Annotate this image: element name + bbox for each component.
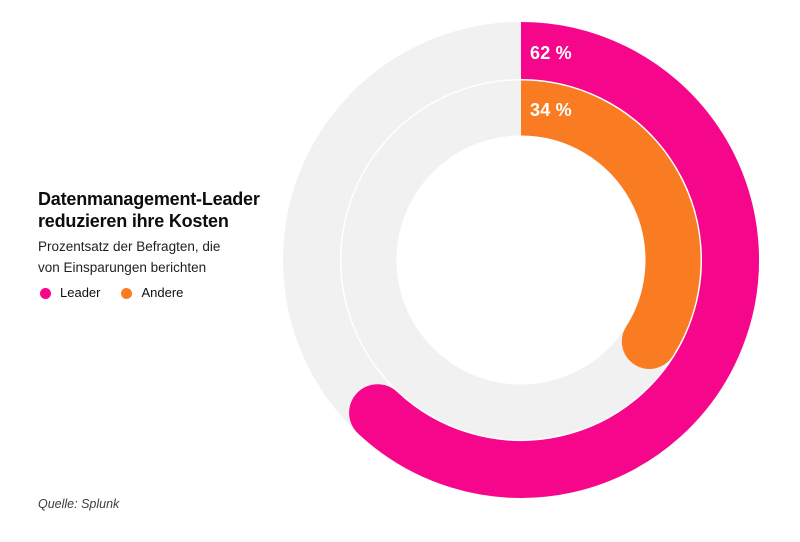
outer-ring-value-label: 62 % xyxy=(530,43,572,63)
outer-ring-endcap xyxy=(349,384,407,442)
inner-ring-endcap xyxy=(621,313,677,369)
legend-item-leader: Leader xyxy=(40,286,100,300)
andere-swatch-icon xyxy=(121,287,133,299)
outer-ring-arc-leader xyxy=(358,22,759,498)
source-attribution: Quelle: Splunk xyxy=(38,497,120,511)
chart-subtitle-line-2: von Einsparungen berichten xyxy=(38,260,207,275)
chart-legend: Leader Andere xyxy=(40,286,183,300)
chart-title: Datenmanagement-Leader reduzieren ihre K… xyxy=(38,188,260,232)
leader-swatch-icon xyxy=(40,287,51,299)
chart-subtitle-line-1: Prozentsatz der Befragten, die xyxy=(38,239,221,254)
inner-ring-arc-andere xyxy=(520,80,701,357)
chart-subtitle: Prozentsatz der Befragten, die von Einsp… xyxy=(38,236,220,278)
legend-item-andere: Andere xyxy=(121,286,183,300)
legend-label-andere: Andere xyxy=(141,285,184,300)
chart-title-line-2: reduzieren ihre Kosten xyxy=(38,211,229,231)
legend-label-leader: Leader xyxy=(60,285,101,300)
chart-title-line-1: Datenmanagement-Leader xyxy=(38,189,260,209)
inner-ring-value-label: 34 % xyxy=(530,100,572,120)
